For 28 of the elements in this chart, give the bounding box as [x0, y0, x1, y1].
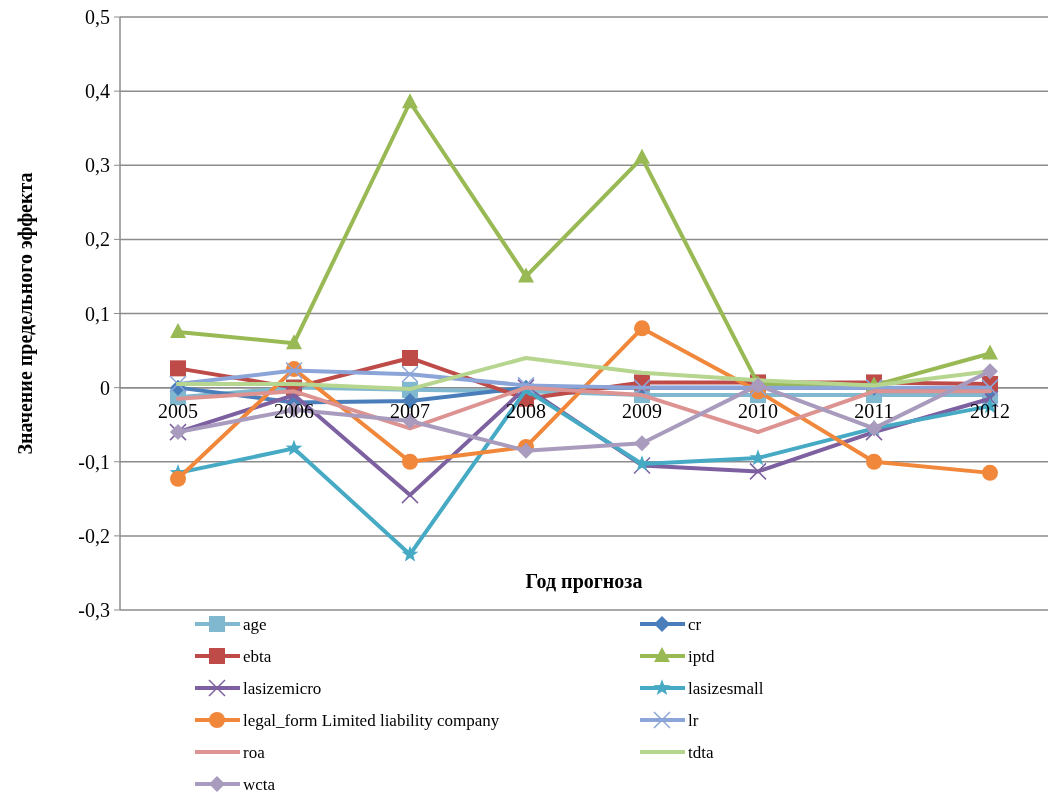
legend-label: ebta — [243, 647, 272, 666]
legend-label: wcta — [243, 775, 276, 794]
legend-label: lasizemicro — [243, 679, 322, 698]
y-tick-label: 0,3 — [85, 154, 110, 177]
legend-label: legal_form Limited liability company — [243, 711, 500, 730]
y-tick-label: -0,1 — [78, 450, 110, 473]
y-tick-label: 0,5 — [85, 6, 110, 28]
legend-label: lr — [688, 711, 699, 730]
legend-label: cr — [688, 615, 702, 634]
x-tick-label: 2007 — [390, 399, 430, 422]
y-axis-title: Значение предельного эффекта — [14, 172, 37, 455]
x-tick-label: 2006 — [274, 399, 314, 422]
x-tick-label: 2010 — [738, 399, 778, 422]
x-axis-title: Год прогноза — [525, 570, 643, 593]
y-tick-label: -0,3 — [78, 599, 110, 621]
legend-label: roa — [243, 743, 266, 762]
legend-label: age — [243, 615, 267, 634]
y-tick-label: 0 — [100, 376, 110, 399]
y-tick-label: 0,2 — [85, 228, 110, 251]
x-tick-label: 2009 — [622, 399, 662, 422]
legend-label: iptd — [688, 647, 715, 666]
y-tick-label: 0,4 — [85, 80, 110, 103]
legend-label: tdta — [688, 743, 714, 762]
y-tick-label: 0,1 — [85, 302, 110, 325]
legend-label: lasizesmall — [688, 679, 764, 698]
x-tick-label: 2011 — [854, 399, 894, 422]
x-tick-label: 2005 — [158, 399, 198, 422]
y-tick-label: -0,2 — [78, 524, 110, 547]
